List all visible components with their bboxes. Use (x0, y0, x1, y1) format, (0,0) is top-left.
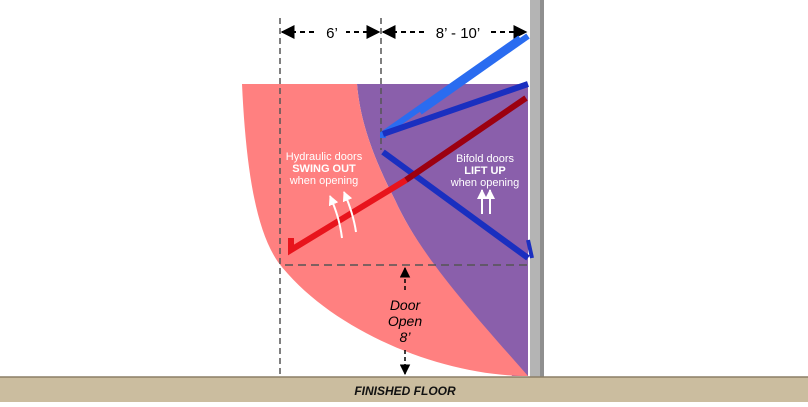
hydraulic-label-line3: when opening (289, 175, 359, 187)
door-open-label-line2: Open (388, 313, 422, 329)
hydraulic-door-upper (404, 95, 528, 183)
bifold-label-line3: when opening (450, 177, 520, 189)
bifold-label-line1: Bifold doors (456, 153, 515, 165)
hydraulic-label-line1: Hydraulic doors (286, 151, 363, 163)
bifold-label-line2: LIFT UP (464, 165, 506, 177)
door-open-label-line1: Door (390, 297, 422, 313)
hydraulic-label-line2: SWING OUT (292, 163, 356, 175)
bifold-door-folding (382, 81, 529, 137)
wall-shadow (540, 0, 544, 380)
bifold-door-closed (381, 149, 530, 261)
bifold-zone (357, 84, 528, 376)
dimension-label-left: 6’ (326, 25, 338, 42)
dimension-label-right: 8’ - 10’ (436, 25, 480, 42)
hydraulic-door-lower (288, 177, 408, 256)
door-open-label-line3: 8’ (400, 329, 412, 345)
swing-out-arrow-1 (328, 195, 343, 239)
floor-label: FINISHED FLOOR (354, 384, 456, 398)
hydraulic-swing-zone (242, 84, 528, 376)
swing-out-arrow-2 (342, 191, 357, 233)
finished-floor (0, 377, 808, 402)
bifold-door-upper (418, 33, 530, 115)
